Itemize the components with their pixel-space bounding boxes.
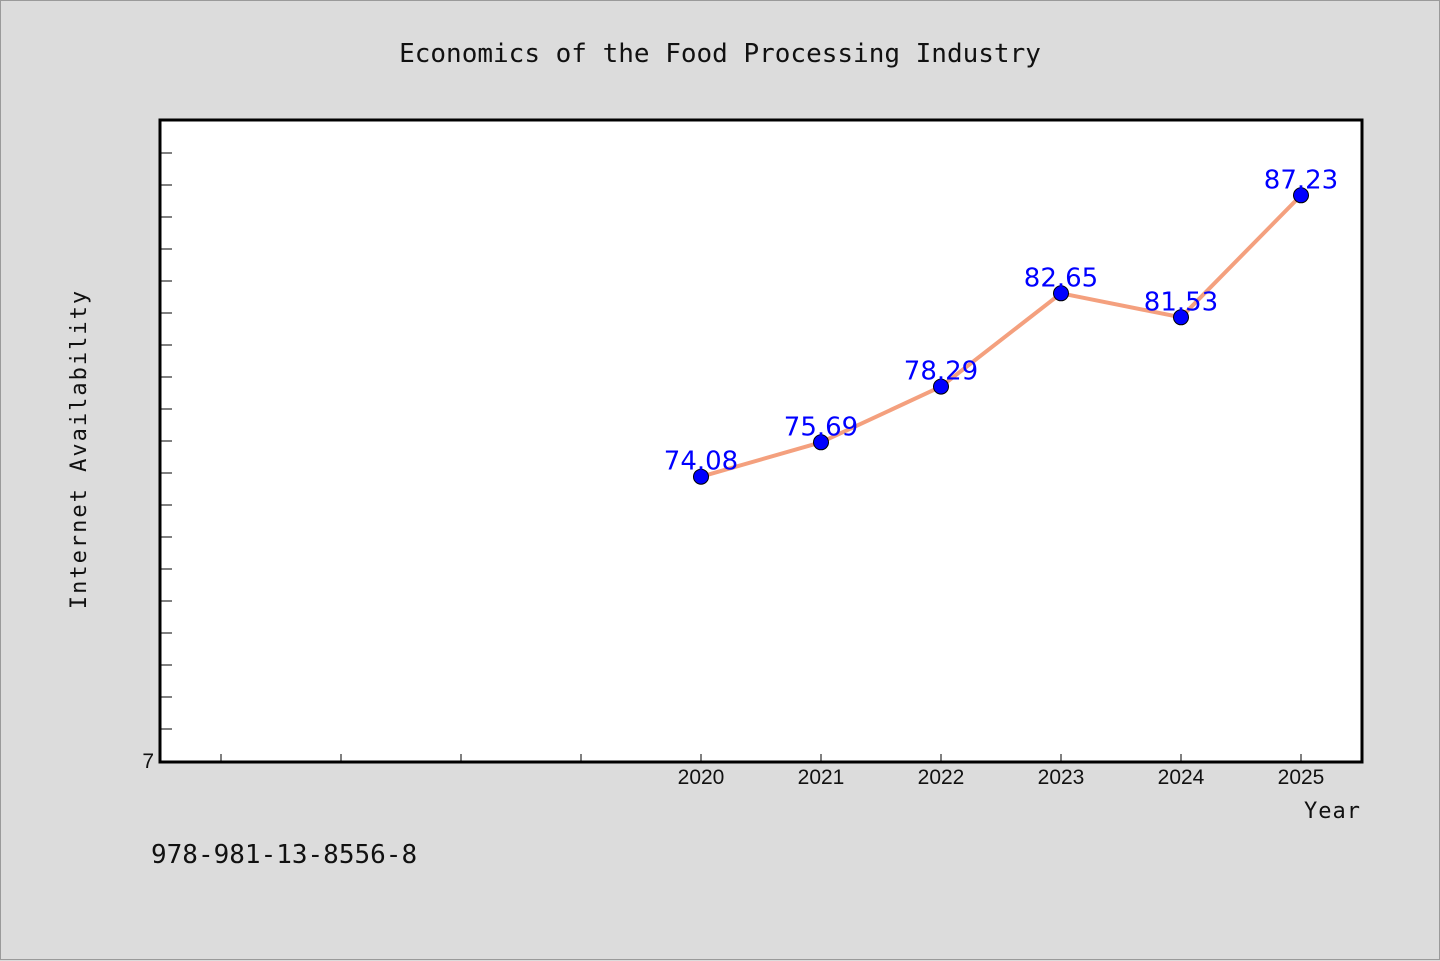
y-axis-ticks bbox=[161, 152, 172, 762]
data-point bbox=[1053, 285, 1069, 302]
data-label: 87.23 bbox=[1264, 165, 1338, 195]
x-axis-ticks: 2020 2021 2022 2023 2024 2025 bbox=[220, 754, 1325, 789]
y-tick-label: 7 bbox=[142, 750, 154, 773]
data-point bbox=[933, 378, 949, 395]
data-label: 74.08 bbox=[664, 447, 738, 477]
data-point bbox=[1173, 309, 1189, 326]
x-tick-label: 2020 bbox=[678, 766, 725, 789]
y-axis-label: Internet Availability bbox=[67, 289, 92, 609]
x-tick-label: 2022 bbox=[918, 766, 965, 789]
data-label: 81.53 bbox=[1144, 287, 1218, 317]
series-line bbox=[700, 193, 1303, 479]
data-label: 82.65 bbox=[1024, 263, 1098, 293]
footer-code: 978-981-13-8556-8 bbox=[151, 840, 417, 870]
series-layer bbox=[693, 187, 1309, 485]
data-labels: 74.08 75.69 78.29 82.65 81.53 87.23 bbox=[664, 165, 1338, 476]
data-label: 78.29 bbox=[904, 357, 978, 387]
data-point bbox=[693, 468, 709, 485]
x-axis-label: Year bbox=[1304, 799, 1361, 824]
x-tick-label: 2025 bbox=[1278, 766, 1325, 789]
plot-area bbox=[158, 118, 1364, 764]
data-point bbox=[1293, 187, 1309, 204]
chart-title: Economics of the Food Processing Industr… bbox=[399, 39, 1041, 69]
x-tick-label: 2024 bbox=[1158, 766, 1205, 789]
x-tick-label: 2023 bbox=[1038, 766, 1085, 789]
x-tick-label: 2021 bbox=[798, 766, 845, 789]
data-label: 75.69 bbox=[784, 412, 858, 442]
data-point bbox=[813, 434, 829, 451]
